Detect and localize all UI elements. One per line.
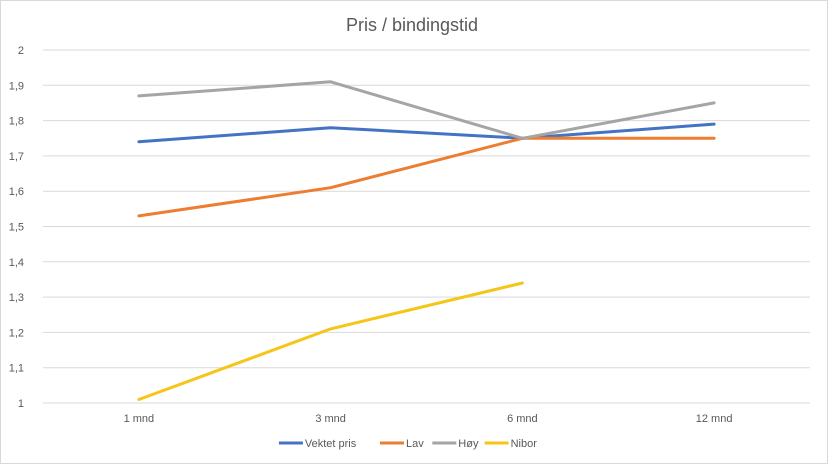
- y-tick-label: 1,9: [9, 80, 24, 92]
- legend-label: Høy: [458, 438, 479, 450]
- gridlines: [43, 49, 810, 404]
- y-tick-label: 2: [18, 45, 24, 57]
- y-tick-label: 1,6: [9, 186, 24, 198]
- chart-title: Pris / bindingstid: [346, 15, 478, 35]
- series-line-vektet-pris: [137, 122, 716, 144]
- x-axis-ticks: 1 mnd 3 mnd 6 mnd 12 mnd: [124, 413, 733, 425]
- series-lines: [137, 80, 716, 401]
- y-tick-label: 1,2: [9, 327, 24, 339]
- x-tick-label: 3 mnd: [315, 413, 346, 425]
- x-tick-label: 6 mnd: [507, 413, 538, 425]
- y-tick-label: 1,1: [9, 363, 24, 375]
- y-tick-label: 1,3: [9, 292, 24, 304]
- x-tick-label: 1 mnd: [124, 413, 155, 425]
- legend-label: Vektet pris: [305, 438, 357, 450]
- series-line-nibor: [137, 281, 524, 401]
- y-tick-label: 1,5: [9, 222, 24, 234]
- y-tick-label: 1: [18, 398, 24, 410]
- y-tick-label: 1,7: [9, 151, 24, 163]
- x-tick-label: 12 mnd: [696, 413, 733, 425]
- y-tick-label: 1,4: [9, 257, 24, 269]
- y-tick-label: 1,8: [9, 116, 24, 128]
- series-line-lav: [137, 136, 716, 218]
- legend-label: Lav: [406, 438, 424, 450]
- y-axis-ticks: 1 1,1 1,2 1,3 1,4 1,5 1,6 1,7 1,8 1,9 2: [9, 45, 24, 410]
- series-line-h-y: [137, 80, 716, 140]
- legend: Vektet pris Lav Høy Nibor: [278, 438, 538, 450]
- legend-label: Nibor: [511, 438, 538, 450]
